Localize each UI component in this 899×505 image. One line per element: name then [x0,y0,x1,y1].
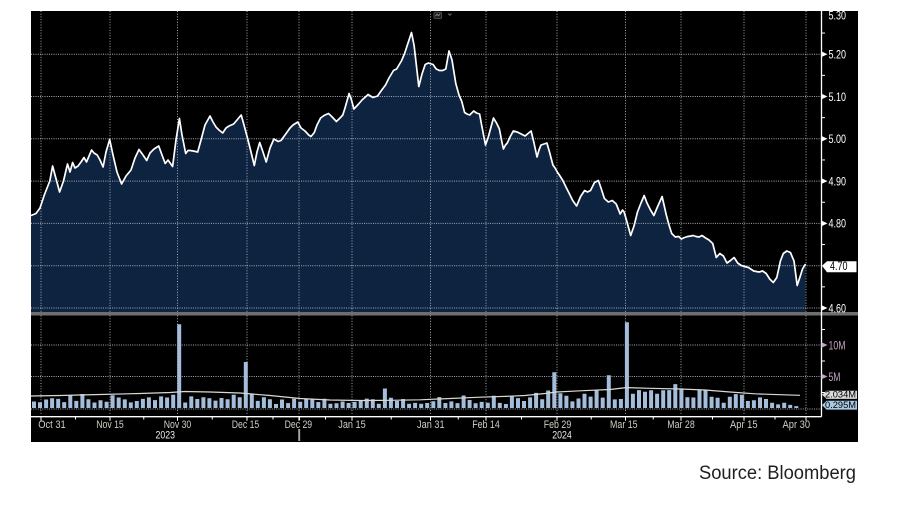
svg-text:Nov 30: Nov 30 [164,419,192,431]
svg-text:Feb 14: Feb 14 [472,419,500,431]
svg-text:Feb 29: Feb 29 [544,419,572,431]
svg-text:5.20: 5.20 [829,48,847,62]
svg-text:4.70: 4.70 [830,259,848,273]
svg-text:Mar 15: Mar 15 [610,419,638,431]
svg-text:5.10: 5.10 [829,90,847,104]
svg-text:2023: 2023 [156,430,176,442]
svg-text:Nov 15: Nov 15 [96,419,124,431]
svg-text:4.90: 4.90 [829,174,847,188]
svg-text:Oct 31: Oct 31 [38,419,66,431]
svg-text:2.034M: 2.034M [825,390,856,400]
svg-text:Apr 15: Apr 15 [730,419,758,431]
svg-text:Apr 30: Apr 30 [783,419,811,431]
svg-text:5M: 5M [829,370,841,384]
svg-text:10M: 10M [829,338,846,352]
svg-text:5.30: 5.30 [829,9,847,23]
svg-text:Source: Bloomberg: Source: Bloomberg [699,463,856,484]
svg-text:2024: 2024 [552,430,572,442]
svg-text:0.295M: 0.295M [825,400,856,410]
svg-text:Mar 28: Mar 28 [667,419,695,431]
svg-text:Jan 15: Jan 15 [338,419,366,431]
svg-text:4.80: 4.80 [829,217,847,231]
svg-text:Jan 31: Jan 31 [417,419,445,431]
svg-text:Dec 29: Dec 29 [285,419,313,431]
svg-text:Dec 15: Dec 15 [232,419,260,431]
svg-text:5.00: 5.00 [829,132,847,146]
svg-text:4.60: 4.60 [829,301,847,315]
